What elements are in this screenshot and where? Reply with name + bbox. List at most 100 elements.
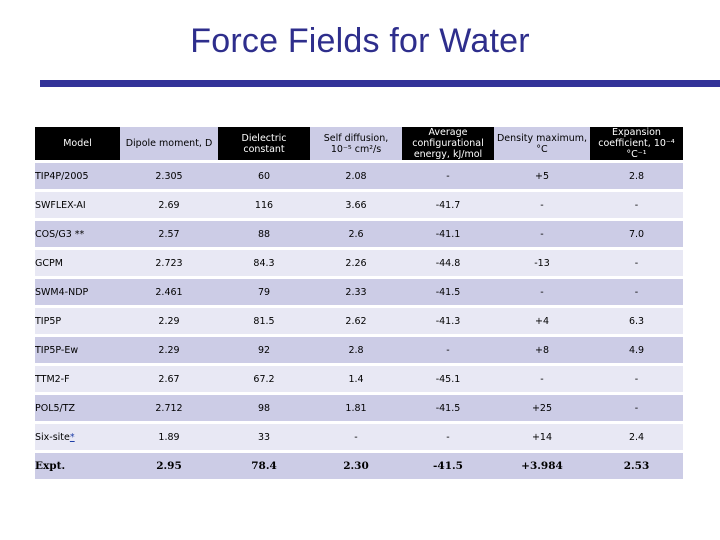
- cell-diffusion: 2.8: [310, 337, 402, 363]
- cell-density-max: -: [494, 366, 590, 392]
- cell-expansion: 2.4: [590, 424, 683, 450]
- header-density-maximum: Density maximum, °C: [494, 127, 590, 160]
- cell-density-max: +5: [494, 163, 590, 189]
- cell-energy: -45.1: [402, 366, 494, 392]
- cell-dipole: 2.305: [120, 163, 218, 189]
- cell-energy: -41.1: [402, 221, 494, 247]
- cell-density-max: +8: [494, 337, 590, 363]
- cell-model: SWM4-NDP: [35, 279, 120, 305]
- cell-dielectric: 98: [218, 395, 310, 421]
- cell-diffusion: 2.62: [310, 308, 402, 334]
- cell-model: Expt.: [35, 453, 120, 479]
- cell-dipole: 2.723: [120, 250, 218, 276]
- cell-diffusion: 1.81: [310, 395, 402, 421]
- header-dipole-moment: Dipole moment, D: [120, 127, 218, 160]
- force-field-table: Model Dipole moment, D Dielectric consta…: [35, 124, 683, 482]
- cell-dielectric: 67.2: [218, 366, 310, 392]
- cell-model: POL5/TZ: [35, 395, 120, 421]
- cell-dipole: 2.69: [120, 192, 218, 218]
- cell-energy: -41.5: [402, 279, 494, 305]
- cell-diffusion: 2.30: [310, 453, 402, 479]
- cell-energy: -: [402, 337, 494, 363]
- cell-model: COS/G3 **: [35, 221, 120, 247]
- cell-diffusion: 2.08: [310, 163, 402, 189]
- cell-energy: -: [402, 424, 494, 450]
- cell-dipole: 2.95: [120, 453, 218, 479]
- cell-dielectric: 81.5: [218, 308, 310, 334]
- cell-diffusion: 3.66: [310, 192, 402, 218]
- cell-dipole: 2.461: [120, 279, 218, 305]
- cell-density-max: -: [494, 279, 590, 305]
- cell-diffusion: 2.26: [310, 250, 402, 276]
- cell-expansion: 2.53: [590, 453, 683, 479]
- cell-model: TTM2-F: [35, 366, 120, 392]
- cell-dielectric: 33: [218, 424, 310, 450]
- cell-energy: -44.8: [402, 250, 494, 276]
- cell-expansion: -: [590, 366, 683, 392]
- cell-density-max: -13: [494, 250, 590, 276]
- header-dielectric-constant: Dielectric constant: [218, 127, 310, 160]
- header-row: Model Dipole moment, D Dielectric consta…: [35, 127, 683, 160]
- table-row: TIP5P-Ew 2.29 92 2.8 - +8 4.9: [35, 337, 683, 363]
- cell-model: TIP4P/2005: [35, 163, 120, 189]
- cell-expansion: -: [590, 279, 683, 305]
- cell-expansion: 7.0: [590, 221, 683, 247]
- cell-expansion: -: [590, 395, 683, 421]
- cell-expansion: 4.9: [590, 337, 683, 363]
- table-row: TIP4P/2005 2.305 60 2.08 - +5 2.8: [35, 163, 683, 189]
- cell-dielectric: 92: [218, 337, 310, 363]
- cell-dipole: 2.712: [120, 395, 218, 421]
- six-site-footnote-link[interactable]: *: [69, 431, 75, 443]
- cell-density-max: +25: [494, 395, 590, 421]
- cell-density-max: -: [494, 192, 590, 218]
- cell-diffusion: -: [310, 424, 402, 450]
- cell-density-max: -: [494, 221, 590, 247]
- cell-model: TIP5P: [35, 308, 120, 334]
- cell-expansion: 2.8: [590, 163, 683, 189]
- cell-model: GCPM: [35, 250, 120, 276]
- cell-dielectric: 78.4: [218, 453, 310, 479]
- cell-density-max: +4: [494, 308, 590, 334]
- cell-dipole: 2.29: [120, 308, 218, 334]
- cell-density-max: +3.984: [494, 453, 590, 479]
- cell-energy: -41.3: [402, 308, 494, 334]
- table-row: GCPM 2.723 84.3 2.26 -44.8 -13 -: [35, 250, 683, 276]
- six-site-label: Six-site: [35, 431, 70, 443]
- cell-diffusion: 2.6: [310, 221, 402, 247]
- cell-dipole: 2.29: [120, 337, 218, 363]
- cell-diffusion: 1.4: [310, 366, 402, 392]
- table-row: COS/G3 ** 2.57 88 2.6 -41.1 - 7.0: [35, 221, 683, 247]
- cell-expansion: 6.3: [590, 308, 683, 334]
- cell-dipole: 1.89: [120, 424, 218, 450]
- cell-energy: -41.7: [402, 192, 494, 218]
- cell-dielectric: 88: [218, 221, 310, 247]
- header-self-diffusion: Self diffusion, 10⁻⁵ cm²/s: [310, 127, 402, 160]
- table-row-experimental: Expt. 2.95 78.4 2.30 -41.5 +3.984 2.53: [35, 453, 683, 479]
- title-divider: [40, 80, 720, 87]
- cell-model: SWFLEX-AI: [35, 192, 120, 218]
- cell-dielectric: 79: [218, 279, 310, 305]
- cell-expansion: -: [590, 250, 683, 276]
- cell-energy: -: [402, 163, 494, 189]
- cell-energy: -41.5: [402, 453, 494, 479]
- header-model: Model: [35, 127, 120, 160]
- table-row: POL5/TZ 2.712 98 1.81 -41.5 +25 -: [35, 395, 683, 421]
- table-row: TTM2-F 2.67 67.2 1.4 -45.1 - -: [35, 366, 683, 392]
- cell-dielectric: 84.3: [218, 250, 310, 276]
- cell-model: Six-site*: [35, 424, 120, 450]
- cell-density-max: +14: [494, 424, 590, 450]
- table-row: SWM4-NDP 2.461 79 2.33 -41.5 - -: [35, 279, 683, 305]
- page-title: Force Fields for Water: [190, 22, 530, 60]
- cell-model: TIP5P-Ew: [35, 337, 120, 363]
- cell-dipole: 2.67: [120, 366, 218, 392]
- cell-dielectric: 60: [218, 163, 310, 189]
- header-expansion-coefficient: Expansion coefficient, 10⁻⁴ °C⁻¹: [590, 127, 683, 160]
- cell-expansion: -: [590, 192, 683, 218]
- cell-diffusion: 2.33: [310, 279, 402, 305]
- table-row: SWFLEX-AI 2.69 116 3.66 -41.7 - -: [35, 192, 683, 218]
- header-configurational-energy: Average configurational energy, kJ/mol: [402, 127, 494, 160]
- table-row: TIP5P 2.29 81.5 2.62 -41.3 +4 6.3: [35, 308, 683, 334]
- cell-dielectric: 116: [218, 192, 310, 218]
- cell-energy: -41.5: [402, 395, 494, 421]
- cell-dipole: 2.57: [120, 221, 218, 247]
